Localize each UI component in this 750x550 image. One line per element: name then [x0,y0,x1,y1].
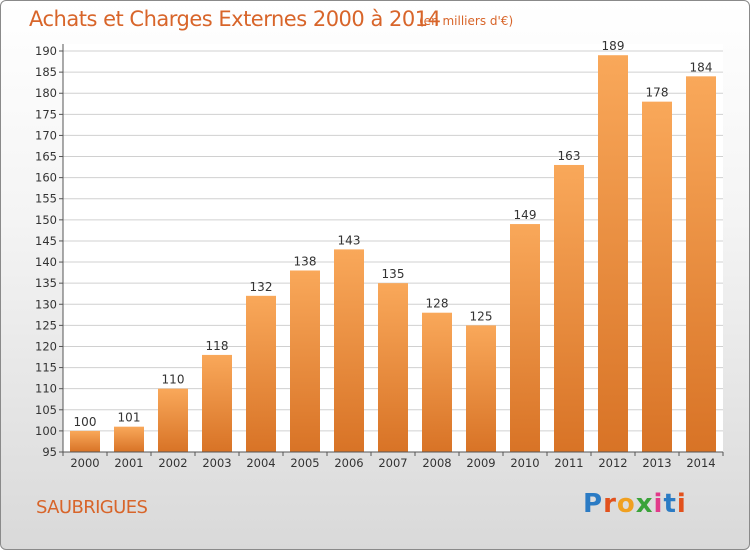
y-tick-label: 135 [35,276,57,290]
data-label-2009: 125 [470,309,493,323]
data-label-2008: 128 [426,297,449,311]
bar-2006 [334,249,364,452]
data-label-2004: 132 [250,280,273,294]
brand-letter: P [583,489,604,519]
bar-2011 [554,164,584,452]
x-tick-label-2001: 2001 [114,456,143,470]
y-tick-label: 145 [35,234,57,248]
data-label-2001: 101 [118,411,141,425]
bars [70,55,716,452]
bar-2002 [158,388,188,452]
y-tick-label: 170 [35,128,57,142]
bar-2012 [598,55,628,452]
data-label-2007: 135 [382,267,405,281]
y-tick-label: 190 [35,44,57,58]
x-tick-label-2005: 2005 [290,456,319,470]
bar-2005 [290,270,320,452]
y-tick-label: 150 [35,213,57,227]
x-tick-label-2000: 2000 [70,456,99,470]
bar-2010 [510,224,540,452]
town-name: SAUBRIGUES [36,497,148,518]
y-tick-label: 130 [35,297,57,311]
x-tick-label-2008: 2008 [422,456,451,470]
y-tick-label: 165 [35,150,57,164]
bar-2008 [422,312,452,452]
bar-2009 [466,325,496,452]
x-tick-label-2009: 2009 [466,456,495,470]
x-tick-label-2012: 2012 [598,456,627,470]
x-tick-label-2004: 2004 [246,456,275,470]
proxiti-logo: Proxiti [583,489,687,519]
x-tick-label-2014: 2014 [686,456,715,470]
y-tick-label: 185 [35,65,57,79]
x-tick-label-2011: 2011 [554,456,583,470]
chart-title: Achats et Charges Externes 2000 à 2014 [29,7,441,31]
data-label-2002: 110 [162,373,185,387]
data-label-2006: 143 [338,233,361,247]
y-tick-label: 180 [35,86,57,100]
brand-letter: x [635,489,654,519]
data-labels: 100 101 110 118 132 138 143 135 128 125 149 163 189 1… [74,39,713,429]
brand-letter: o [616,489,636,519]
y-tick-label: 125 [35,318,57,332]
x-tick-label-2010: 2010 [510,456,539,470]
data-label-2014: 184 [690,60,713,74]
bar-2014 [686,76,716,452]
data-label-2013: 178 [646,86,669,100]
data-label-2011: 163 [558,149,581,163]
axes: 95 100 105 110 115 120 125 130 135 140 145 150 155 16… [35,44,724,470]
x-tick-label-2002: 2002 [158,456,187,470]
y-tick-label: 100 [35,424,57,438]
y-tick-label: 175 [35,107,57,121]
x-tick-label-2007: 2007 [378,456,407,470]
bar-2007 [378,283,408,452]
data-label-2012: 189 [602,39,625,53]
bar-2004 [246,295,276,452]
x-tick-label-2006: 2006 [334,456,363,470]
bar-2000 [70,430,100,452]
bar-2003 [202,354,232,452]
x-tick-label-2013: 2013 [642,456,671,470]
bar-2001 [114,426,144,452]
brand-letter: i [676,489,687,519]
data-label-2000: 100 [74,415,97,429]
y-tick-label: 140 [35,255,57,269]
y-tick-label: 110 [35,382,57,396]
y-tick-label: 105 [35,403,57,417]
brand-letter: r [603,489,617,519]
chart-unit: (en milliers d'€) [419,14,514,28]
data-label-2003: 118 [206,339,229,353]
data-label-2005: 138 [294,254,317,268]
brand-letter: t [663,489,677,519]
y-tick-label: 155 [35,192,57,206]
brand-letter: i [653,489,664,519]
data-label-2010: 149 [514,208,537,222]
y-tick-label: 160 [35,171,57,185]
x-tick-label-2003: 2003 [202,456,231,470]
y-tick-label: 95 [42,445,57,459]
bar-2013 [642,101,672,452]
y-tick-label: 120 [35,339,57,353]
y-tick-label: 115 [35,361,57,375]
